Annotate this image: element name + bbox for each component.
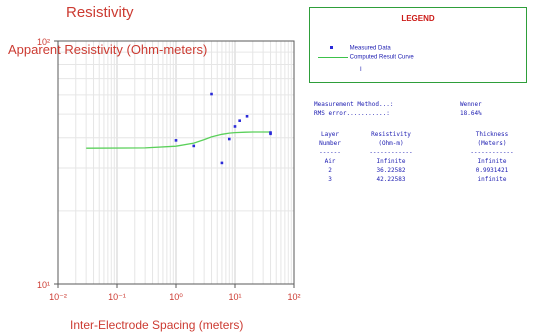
table-row: 2 36.22582 0.9931421 <box>314 167 530 176</box>
measured-data-point <box>174 139 178 142</box>
header-resistivity: Resistivity <box>371 131 411 138</box>
plot-grid <box>58 41 294 284</box>
layer-thickness: Infinite <box>477 158 507 165</box>
axis-ticks: 10⁻² 10⁻¹ 10⁰ 10¹ 10² 10¹ 10² <box>37 37 301 302</box>
layer-resistivity: 42.22583 <box>376 176 406 183</box>
legend-entry-measured-label: Measured Data <box>349 45 391 52</box>
table-header-row-1: Layer Resistivity Thickness <box>314 131 530 140</box>
layer-table: Layer Resistivity Thickness Number (Ohm-… <box>314 131 530 185</box>
legend-entry-computed: Computed Result Curve <box>318 54 414 61</box>
y-tick-label: 10² <box>37 37 50 47</box>
header-number: Number <box>319 140 341 147</box>
table-separator: ------ ------------ ------------ <box>314 149 530 158</box>
measured-data-point <box>245 114 249 118</box>
rms-label: RMS error...........: <box>314 110 390 117</box>
layer-number: 2 <box>328 167 332 174</box>
x-tick-label: 10² <box>287 292 300 302</box>
x-tick-label: 10¹ <box>228 292 241 302</box>
layer-number: Air <box>324 158 336 165</box>
method-value: Wenner <box>460 101 482 108</box>
measured-data-point <box>227 137 231 141</box>
x-tick-label: 10⁰ <box>169 292 183 302</box>
separator-2: ------------ <box>369 149 413 156</box>
chart-title: Resistivity <box>66 4 134 21</box>
table-row: Air Infinite Infinite <box>314 158 530 167</box>
legend-entry-measured: Measured Data <box>318 45 391 52</box>
y-axis-label: Apparent Resistivity (Ohm-meters) <box>8 42 208 57</box>
measured-data-point <box>233 125 237 128</box>
layer-resistivity: Infinite <box>376 158 406 165</box>
layer-thickness: 0.9931421 <box>475 167 509 174</box>
legend-entry-computed-label: Computed Result Curve <box>349 54 414 61</box>
legend-cursor: I <box>360 67 362 73</box>
x-tick-label: 10⁻¹ <box>108 292 126 302</box>
legend-point-symbol <box>330 46 333 49</box>
header-ohm-m: (Ohm-m) <box>378 140 404 147</box>
separator-1: ------ <box>319 149 341 156</box>
measured-points-layer <box>174 92 272 165</box>
y-tick-label: 10¹ <box>37 280 50 290</box>
layer-thickness: infinite <box>477 176 507 183</box>
legend-line-symbol <box>318 57 348 58</box>
x-tick-label: 10⁻² <box>49 292 67 302</box>
separator-3: ------------ <box>470 149 514 156</box>
method-label: Measurement Method...: <box>314 101 394 108</box>
table-header-row-2: Number (Ohm-m) (Meters) <box>314 140 530 149</box>
measured-data-point <box>238 119 241 122</box>
computed-curve-layer <box>86 131 271 149</box>
measured-data-point <box>269 132 272 136</box>
computed-result-curve <box>86 131 271 149</box>
measured-data-point <box>220 161 224 165</box>
x-axis-label: Inter-Electrode Spacing (meters) <box>70 318 244 332</box>
layer-number: 3 <box>328 176 332 183</box>
legend-box: LEGEND Measured Data Computed Result Cur… <box>309 7 527 83</box>
header-thickness: Thickness <box>475 131 509 138</box>
legend-title: LEGEND <box>401 14 435 23</box>
header-layer: Layer <box>320 131 340 138</box>
layer-resistivity: 36.22582 <box>376 167 406 174</box>
rms-value: 18.64% <box>460 110 482 117</box>
table-row: 3 42.22583 infinite <box>314 176 530 185</box>
header-meters: (Meters) <box>477 140 507 147</box>
measured-data-point <box>210 92 213 96</box>
measured-data-point <box>192 144 196 148</box>
